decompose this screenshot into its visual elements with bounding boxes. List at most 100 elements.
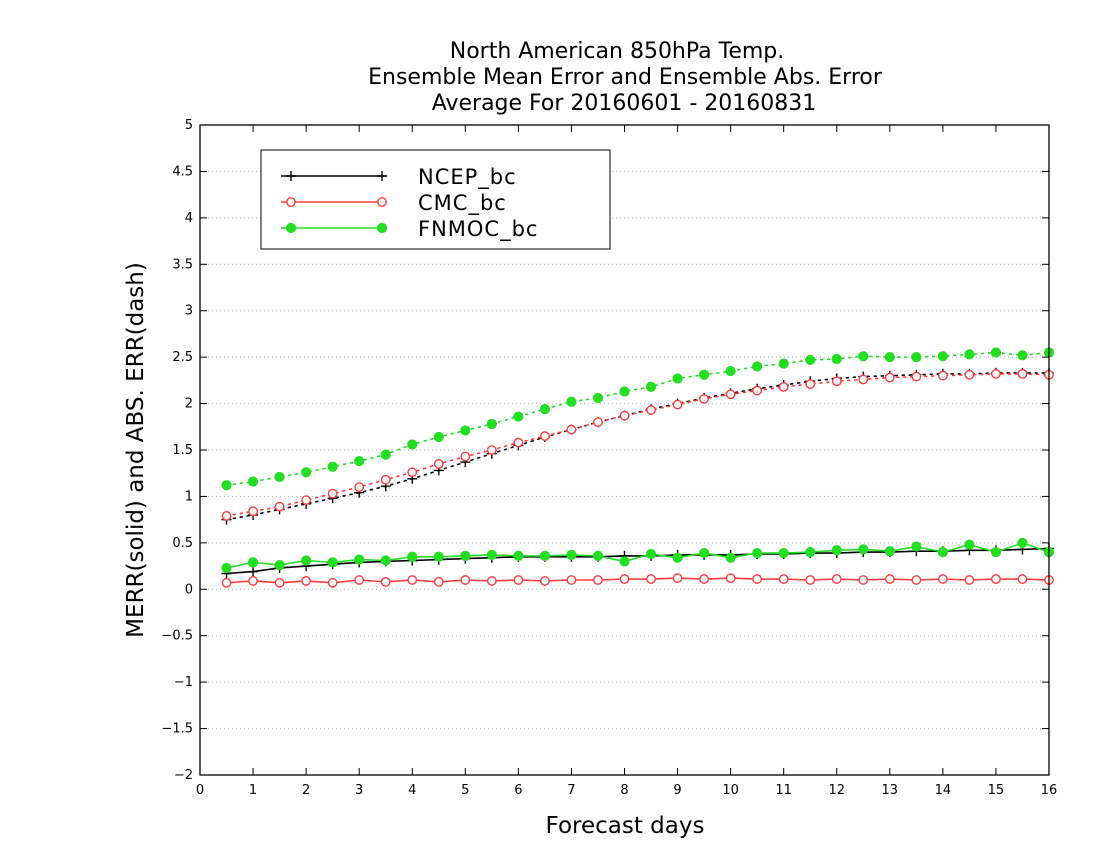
mean-error-point-cmc-bc	[274, 577, 285, 588]
abs-error-line-fnmoc-bc	[225, 351, 1050, 487]
mean-error-point-fnmoc-bc	[486, 549, 497, 561]
abs-error-point-fnmoc-bc	[460, 425, 471, 436]
x-tick-label: 10	[722, 783, 739, 798]
mean-error-point-cmc-bc	[301, 576, 312, 586]
legend-marker-cmc-bc	[377, 197, 387, 207]
title-line-2: Ensemble Mean Error and Ensemble Abs. Er…	[368, 65, 883, 90]
mean-error-point-cmc-bc	[433, 576, 444, 587]
mean-error-point-fnmoc-bc	[327, 557, 338, 568]
mean-error-point-cmc-bc	[831, 574, 842, 584]
x-tick-label: 0	[196, 783, 204, 798]
series-ncep-bc	[221, 367, 1054, 579]
abs-error-point-cmc-bc	[805, 379, 816, 389]
x-tick-label: 8	[620, 783, 628, 798]
mean-error-point-fnmoc-bc	[592, 550, 604, 561]
y-tick-label: −1.5	[161, 722, 193, 737]
x-tick-label: 7	[567, 783, 575, 798]
mean-error-point-cmc-bc	[486, 576, 497, 586]
mean-error-point-fnmoc-bc	[513, 550, 524, 561]
x-tick-label: 4	[408, 783, 416, 798]
mean-error-point-cmc-bc	[672, 573, 683, 584]
mean-error-point-fnmoc-bc	[539, 550, 551, 561]
mean-error-point-fnmoc-bc	[645, 548, 657, 560]
abs-error-point-cmc-bc	[593, 417, 603, 428]
series-cmc-bc	[221, 368, 1054, 588]
mean-error-point-fnmoc-bc	[964, 539, 975, 550]
abs-error-point-cmc-bc	[327, 488, 338, 499]
mean-error-point-cmc-bc	[540, 576, 550, 586]
abs-error-point-fnmoc-bc	[778, 358, 789, 369]
grid-lines	[200, 170, 1049, 730]
mean-error-point-fnmoc-bc	[672, 552, 683, 563]
x-tick-label: 11	[775, 783, 792, 798]
y-tick-label: 1	[185, 489, 193, 504]
x-tick-label: 13	[882, 783, 899, 798]
abs-error-point-cmc-bc	[937, 370, 948, 381]
mean-error-point-fnmoc-bc	[407, 551, 418, 562]
abs-error-point-fnmoc-bc	[221, 480, 232, 491]
abs-error-point-fnmoc-bc	[247, 476, 259, 487]
abs-error-point-cmc-bc	[619, 410, 630, 421]
abs-error-point-fnmoc-bc	[752, 361, 763, 372]
abs-error-point-fnmoc-bc	[725, 365, 736, 377]
abs-error-point-cmc-bc	[752, 385, 763, 396]
abs-error-point-fnmoc-bc	[327, 461, 338, 472]
title-line-1: North American 850hPa Temp.	[450, 39, 785, 64]
abs-error-line-ncep-bc	[225, 372, 1050, 521]
abs-error-point-fnmoc-bc	[380, 449, 391, 460]
abs-error-point-cmc-bc	[433, 459, 444, 469]
mean-error-point-fnmoc-bc	[221, 562, 232, 574]
abs-error-point-cmc-bc	[699, 394, 709, 404]
abs-error-point-cmc-bc	[911, 371, 922, 382]
abs-error-point-cmc-bc	[1017, 368, 1028, 379]
x-tick-label: 2	[302, 783, 310, 798]
y-tick-label: −1	[174, 675, 193, 690]
y-tick-label: 3	[185, 304, 193, 319]
mean-error-point-fnmoc-bc	[752, 547, 763, 559]
mean-error-point-fnmoc-bc	[911, 541, 922, 552]
mean-error-point-cmc-bc	[460, 575, 471, 585]
x-tick-label: 5	[461, 783, 469, 798]
abs-error-point-fnmoc-bc	[698, 369, 710, 380]
x-tick-label: 15	[988, 783, 1005, 798]
abs-error-point-cmc-bc	[460, 451, 471, 462]
mean-error-point-fnmoc-bc	[884, 546, 895, 557]
abs-error-point-cmc-bc	[354, 482, 365, 493]
abs-error-point-fnmoc-bc	[964, 349, 975, 360]
abs-error-point-cmc-bc	[672, 399, 683, 410]
mean-error-point-cmc-bc	[327, 577, 338, 588]
abs-error-point-cmc-bc	[380, 474, 391, 485]
abs-error-point-fnmoc-bc	[911, 352, 922, 363]
abs-error-point-cmc-bc	[858, 374, 869, 385]
legend-box	[260, 149, 611, 250]
y-tick-label: 2	[185, 397, 193, 412]
abs-error-point-fnmoc-bc	[672, 373, 683, 384]
abs-error-point-cmc-bc	[964, 369, 975, 380]
series-fnmoc-bc	[221, 347, 1055, 574]
abs-error-point-fnmoc-bc	[990, 347, 1002, 358]
mean-error-point-cmc-bc	[1017, 574, 1028, 584]
mean-error-point-fnmoc-bc	[1017, 537, 1028, 548]
mean-error-point-fnmoc-bc	[725, 552, 736, 563]
abs-error-point-fnmoc-bc	[645, 381, 657, 392]
mean-error-point-fnmoc-bc	[698, 547, 710, 559]
mean-error-point-cmc-bc	[646, 574, 656, 584]
abs-error-point-cmc-bc	[513, 437, 524, 448]
y-tick-label: 0.5	[172, 536, 193, 551]
mean-error-point-fnmoc-bc	[566, 549, 577, 561]
legend-marker-fnmoc-bc	[376, 222, 388, 234]
y-tick-label: 2.5	[172, 350, 193, 365]
y-tick-label: −2	[174, 768, 193, 783]
mean-error-point-cmc-bc	[619, 574, 630, 584]
abs-error-point-cmc-bc	[725, 389, 736, 400]
abs-error-point-cmc-bc	[248, 506, 258, 517]
abs-error-point-cmc-bc	[407, 467, 418, 478]
abs-error-point-cmc-bc	[884, 372, 895, 383]
x-tick-label: 3	[355, 783, 363, 798]
legend-label-ncep-bc: NCEP_bc	[418, 165, 517, 190]
mean-error-point-cmc-bc	[407, 575, 418, 585]
mean-error-point-fnmoc-bc	[937, 547, 948, 558]
mean-error-point-fnmoc-bc	[301, 555, 312, 566]
legend-marker-cmc-bc	[286, 197, 296, 207]
abs-error-point-cmc-bc	[221, 511, 232, 521]
